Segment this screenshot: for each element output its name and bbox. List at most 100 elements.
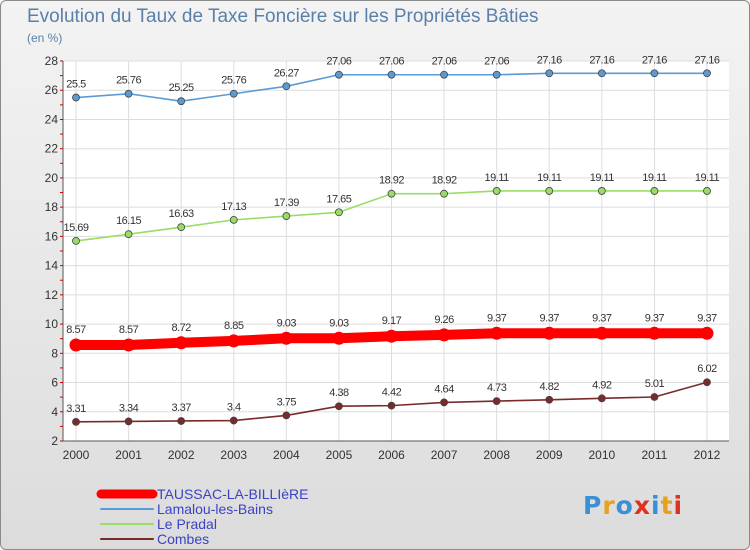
data-point (492, 70, 501, 79)
data-point (229, 416, 238, 425)
data-label: 27.16 (694, 54, 719, 66)
data-point (72, 237, 80, 245)
logo-letter: t (660, 491, 674, 520)
data-point (174, 336, 188, 350)
data-label: 8.72 (171, 322, 191, 334)
data-point (335, 208, 343, 217)
data-label: 27.16 (642, 54, 667, 66)
data-label: 3.37 (171, 402, 191, 414)
data-label: 27.16 (537, 54, 562, 66)
data-label: 17.65 (326, 193, 351, 205)
data-point (545, 69, 554, 78)
data-label: 18.92 (379, 175, 404, 187)
data-label: 4.73 (487, 382, 507, 394)
data-point (703, 69, 711, 78)
data-point (597, 187, 606, 195)
data-label: 26.27 (274, 67, 299, 79)
x-tick-label: 2010 (588, 448, 615, 462)
y-tick-label: 24 (45, 112, 59, 126)
y-tick-label: 26 (45, 83, 59, 97)
x-tick-label: 2007 (431, 448, 458, 462)
x-tick-label: 2006 (378, 448, 405, 462)
data-point (703, 187, 711, 195)
data-label: 17.39 (274, 197, 299, 209)
data-point (282, 212, 291, 220)
data-label: 16.15 (116, 215, 141, 227)
data-label: 4.42 (382, 387, 402, 399)
data-point (177, 223, 186, 232)
x-tick-label: 2004 (273, 448, 300, 462)
y-tick-label: 12 (45, 288, 59, 302)
data-label: 25.25 (169, 82, 194, 94)
data-label: 18.92 (432, 175, 457, 187)
data-point (335, 402, 343, 411)
data-label: 19.11 (590, 172, 615, 184)
data-label: 16.63 (169, 208, 194, 220)
data-point (177, 417, 186, 425)
x-tick-label: 2002 (168, 448, 195, 462)
logo-letter: r (602, 491, 616, 520)
data-label: 19.11 (537, 172, 562, 184)
y-tick-label: 22 (45, 142, 59, 156)
data-label: 19.11 (642, 172, 667, 184)
logo-letter: i (673, 491, 684, 520)
x-tick-label: 2005 (326, 448, 353, 462)
data-point (387, 401, 396, 410)
data-label: 9.37 (592, 312, 612, 324)
data-point (437, 328, 451, 342)
data-point (545, 395, 554, 404)
data-point (650, 393, 659, 401)
data-point (700, 326, 714, 340)
data-point (332, 331, 346, 345)
data-point (124, 417, 133, 426)
data-label: 8.57 (119, 324, 139, 336)
data-point (492, 397, 501, 406)
data-label: 27.16 (589, 54, 614, 66)
y-tick-label: 2 (51, 434, 58, 448)
data-point (229, 89, 238, 98)
data-label: 3.34 (119, 402, 139, 414)
data-label: 8.85 (224, 320, 244, 332)
x-tick-label: 2003 (220, 448, 247, 462)
data-label: 3.4 (227, 402, 241, 414)
data-label: 27.06 (484, 56, 509, 68)
data-label: 17.13 (221, 201, 246, 213)
data-label: 5.01 (645, 378, 665, 390)
data-point (282, 411, 291, 420)
data-point (69, 338, 83, 352)
x-tick-label: 2009 (536, 448, 563, 462)
data-label: 9.03 (277, 317, 297, 329)
data-label: 9.37 (697, 312, 717, 324)
data-point (650, 69, 659, 78)
data-point (124, 230, 133, 239)
data-point (282, 82, 291, 91)
logo-letter: o (615, 491, 634, 520)
data-label: 9.26 (434, 314, 454, 326)
data-label: 25.5 (66, 79, 86, 91)
data-point (440, 70, 448, 79)
data-point (542, 326, 556, 340)
data-label: 3.31 (66, 403, 86, 415)
data-point (227, 334, 241, 348)
x-tick-label: 2012 (694, 448, 721, 462)
legend-label: TAUSSAC-LA-BILLIèRE (157, 486, 308, 502)
data-label: 4.92 (592, 379, 612, 391)
data-point (597, 394, 606, 403)
data-label: 9.37 (487, 312, 507, 324)
data-label: 9.03 (329, 317, 349, 329)
data-point (335, 70, 343, 79)
data-label: 15.69 (63, 222, 88, 234)
data-label: 9.37 (645, 312, 665, 324)
data-label: 19.11 (695, 172, 720, 184)
data-point (177, 97, 186, 106)
data-point (492, 187, 501, 195)
data-point (72, 417, 80, 426)
x-tick-label: 2008 (483, 448, 510, 462)
data-point (279, 331, 293, 345)
data-label: 3.75 (277, 396, 297, 408)
data-label: 27.06 (326, 56, 351, 68)
logo-letter: x (633, 491, 651, 520)
y-tick-label: 16 (45, 229, 59, 243)
